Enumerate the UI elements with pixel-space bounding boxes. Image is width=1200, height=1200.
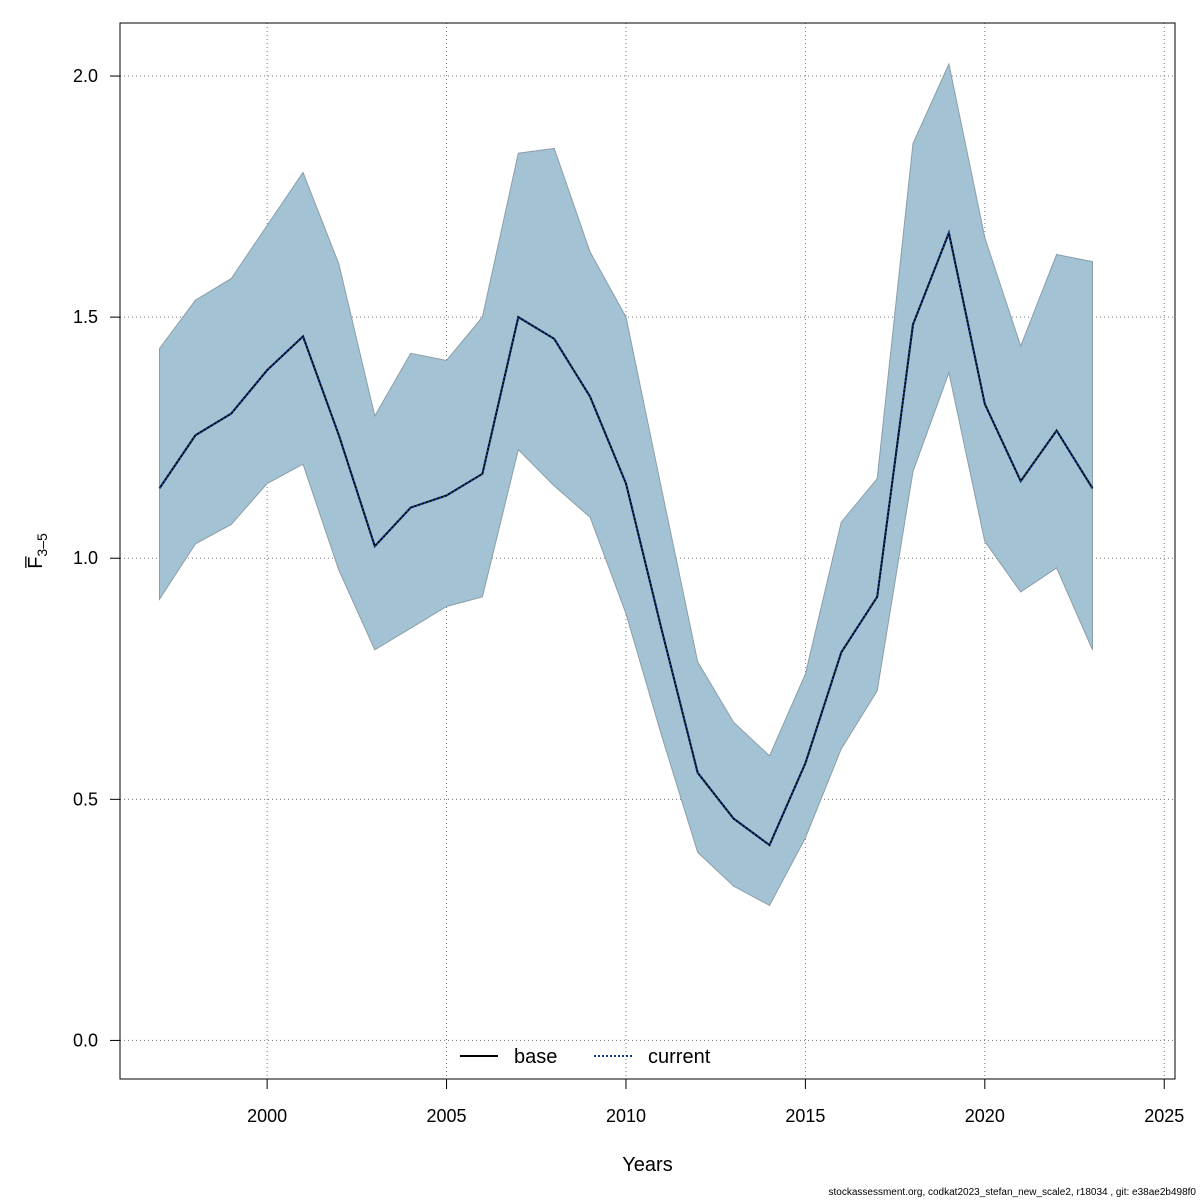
x-tick-label-2010: 2010 xyxy=(606,1106,646,1126)
x-tick-label-2005: 2005 xyxy=(427,1106,467,1126)
series-layer xyxy=(158,229,1094,847)
y-tick-label-1.5: 1.5 xyxy=(73,307,98,327)
y-tick-label-0.5: 0.5 xyxy=(73,789,98,809)
y-axis-title-subscript: 3–5 xyxy=(34,533,50,557)
y-tick-label-2.0: 2.0 xyxy=(73,66,98,86)
x-axis-title: Years xyxy=(622,1154,672,1176)
series-line-base xyxy=(158,229,1094,847)
legend-label-base: base xyxy=(514,1046,557,1068)
x-tick-label-2020: 2020 xyxy=(965,1106,1005,1126)
x-axis: 2000 2005 2010 2015 2020 2025 xyxy=(247,1078,1184,1126)
footer-credit: stockassessment.org, codkat2023_stefan_n… xyxy=(828,1187,1196,1198)
x-tick-label-2000: 2000 xyxy=(247,1106,287,1126)
y-tick-label-1.0: 1.0 xyxy=(73,548,98,568)
y-axis-title: F̅3–5 xyxy=(24,533,50,569)
x-tick-label-2015: 2015 xyxy=(785,1106,825,1126)
y-axis-title-main: F̅ xyxy=(24,556,47,569)
y-tick-label-0.0: 0.0 xyxy=(73,1030,98,1050)
legend-label-current: current xyxy=(648,1046,711,1068)
y-axis: 0.0 0.5 1.0 1.5 2.0 xyxy=(73,66,121,1050)
x-tick-label-2025: 2025 xyxy=(1144,1106,1184,1126)
legend: base current xyxy=(460,1046,711,1068)
